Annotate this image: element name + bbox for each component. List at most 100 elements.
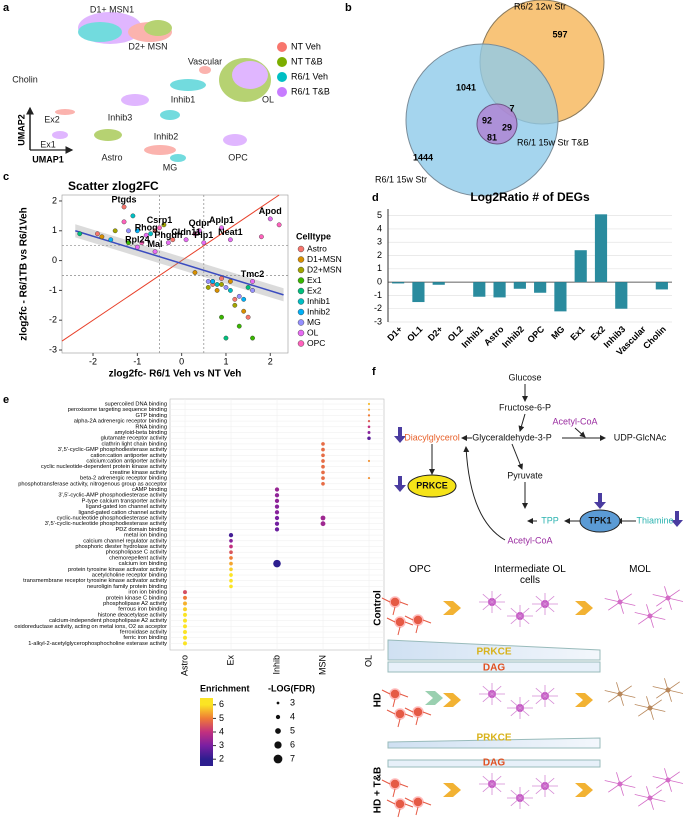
opc-cell	[394, 616, 406, 628]
size-swatch	[273, 754, 283, 764]
opc-process	[404, 797, 432, 816]
mol-process	[652, 586, 683, 610]
point	[227, 279, 233, 284]
legend-label: NT Veh	[291, 41, 321, 51]
opc-process	[404, 615, 432, 634]
plot-area	[388, 209, 672, 322]
prkce-bar	[387, 737, 601, 749]
point	[183, 237, 189, 243]
gene-node	[579, 509, 621, 533]
term-label: phospholipase C activity	[106, 550, 167, 556]
legend-swatch	[297, 308, 305, 316]
venn-count: 7	[509, 103, 514, 113]
point	[157, 225, 162, 231]
size-swatch	[275, 728, 281, 734]
dot	[229, 567, 233, 572]
cluster-label: Vascular	[188, 56, 222, 66]
legend-title: -LOG(FDR)	[268, 683, 315, 693]
opc-cell	[412, 706, 424, 718]
cluster-label: Astro	[101, 152, 122, 162]
gene-node	[407, 474, 457, 498]
dot	[273, 559, 281, 568]
size-label: 5	[290, 725, 295, 735]
cluster-label: Cholin	[12, 74, 38, 84]
mol-cell	[617, 781, 623, 787]
mol-cell	[647, 795, 653, 801]
point	[196, 228, 202, 234]
term-label: metal ion binding	[124, 533, 167, 539]
term-label: cyclic nucleotide-dependent protein kina…	[41, 464, 167, 470]
row-label: Control	[373, 590, 384, 626]
opc-cell	[394, 708, 406, 720]
cluster-label: D1+ MSN1	[90, 4, 134, 14]
y-tick-label: 5	[377, 210, 382, 220]
legend-swatch	[297, 319, 305, 326]
mol-process	[652, 678, 683, 702]
dag-bar	[387, 759, 601, 768]
point	[126, 240, 131, 246]
dot	[229, 544, 233, 549]
size-label: 6	[290, 739, 295, 749]
legend-swatch	[297, 277, 305, 284]
opc-cell	[389, 688, 401, 700]
gene-label: Plp1	[194, 230, 213, 240]
opc-process	[381, 689, 409, 708]
bar	[594, 214, 608, 283]
term-label: calcium-independent phospholipase A2 act…	[49, 618, 167, 624]
dot	[274, 493, 280, 498]
y-tick-label: 2	[377, 250, 382, 260]
dot	[183, 612, 187, 617]
term-label: calcium channel regulator activity	[83, 538, 167, 544]
point	[250, 287, 255, 293]
term-label: transmembrane receptor tyrosine kinase a…	[23, 578, 167, 584]
legend-label: MG	[307, 317, 321, 327]
term-label: P-type calcium transporter activity	[82, 498, 167, 504]
term-label: cation:cation antiporter activity	[90, 453, 167, 459]
cluster-label: OPC	[228, 152, 248, 162]
dot	[321, 464, 325, 469]
dot	[183, 630, 187, 634]
dot	[183, 641, 187, 646]
colorbar-label: 4	[219, 726, 224, 736]
dot	[183, 601, 187, 606]
x-tick-label: 1	[223, 356, 228, 366]
x-tick-label: D1+	[385, 324, 404, 343]
chart-title: Scatter zlog2FC	[68, 179, 159, 193]
dot	[229, 584, 233, 589]
legend-swatch	[277, 42, 287, 52]
x-tick-label: OL	[363, 655, 373, 667]
y-tick-label: -1	[49, 285, 57, 295]
mol-process	[634, 696, 666, 720]
colorbar-label: 3	[219, 740, 224, 750]
point	[250, 279, 255, 284]
panel-label: e	[3, 394, 9, 406]
term-label: oxidoreductase activity, acting on metal…	[14, 624, 167, 630]
pathway-node: Diacylglycerol	[404, 432, 460, 442]
y-axis-label: zlog2fc - R6/1TB vs R6/1Veh	[19, 207, 30, 340]
bar	[615, 282, 628, 309]
bar	[513, 282, 526, 289]
y-tick-label: 1	[52, 225, 57, 235]
term-label: chemorepellent activity	[109, 555, 167, 561]
colorbar	[200, 698, 213, 766]
stage-label: Intermediate OL cells	[494, 564, 566, 586]
point	[126, 228, 131, 234]
term-label: peroxisome targeting sequence binding	[68, 407, 167, 413]
pathway-node: PRKCE	[416, 480, 448, 490]
x-tick-label: 2	[268, 356, 273, 366]
term-label: cyclic-nucleotide phosphodiesterase acti…	[57, 516, 167, 522]
legend-label: OPC	[307, 338, 325, 348]
bar	[554, 282, 567, 312]
pathway-arrow	[518, 413, 526, 432]
x-axis-label: zlog2fc- R6/1 Veh vs NT Veh	[109, 369, 242, 380]
point	[250, 335, 255, 341]
term-label: supercoiled DNA binding	[105, 402, 167, 408]
legend-swatch	[277, 57, 287, 67]
size-label: 4	[290, 711, 295, 721]
dot	[321, 442, 325, 446]
point	[205, 285, 211, 290]
dot	[274, 498, 280, 504]
dot	[228, 532, 234, 538]
bar	[412, 282, 425, 303]
term-label: 3',5'-cyclic-AMP phosphodiesterase activ…	[58, 493, 167, 499]
